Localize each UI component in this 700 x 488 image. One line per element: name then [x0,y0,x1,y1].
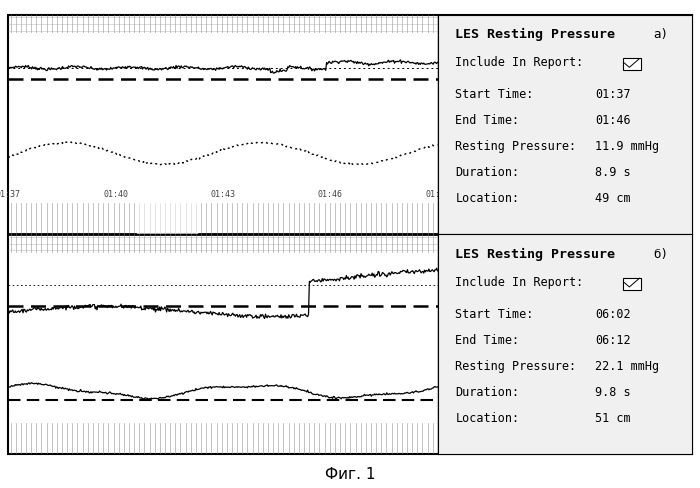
Text: б): б) [654,247,668,261]
Text: 06:02: 06:02 [595,308,631,321]
Text: 8.9 s: 8.9 s [595,166,631,179]
Text: Duration:: Duration: [455,386,519,399]
Bar [137,203,197,234]
Text: 01:46: 01:46 [318,190,343,199]
Text: LES Resting Pressure: LES Resting Pressure [455,247,615,261]
Text: Resting Pressure:: Resting Pressure: [455,360,576,373]
Text: a): a) [654,28,668,41]
Text: Location:: Location: [455,192,519,205]
Text: Start Time:: Start Time: [455,308,533,321]
Text: 01:49: 01:49 [425,190,450,199]
Text: 49 cm: 49 cm [595,192,631,205]
Text: Duration:: Duration: [455,166,519,179]
Text: Location:: Location: [455,411,519,425]
Text: Start Time:: Start Time: [455,88,533,102]
Text: End Time:: End Time: [455,114,519,127]
Text: 9.8 s: 9.8 s [595,386,631,399]
Text: 01:37: 01:37 [0,190,21,199]
Text: Resting Pressure:: Resting Pressure: [455,140,576,153]
Text: 01:46: 01:46 [595,114,631,127]
Text: 22.1 mmHg: 22.1 mmHg [595,360,659,373]
Text: Include In Report:: Include In Report: [455,276,584,289]
Text: 06:12: 06:12 [595,334,631,347]
Text: 01:37: 01:37 [595,88,631,102]
Text: 51 cm: 51 cm [595,411,631,425]
Text: LES Resting Pressure: LES Resting Pressure [455,28,615,41]
Bar [623,58,640,70]
Text: 01:40: 01:40 [103,190,128,199]
Text: 01:43: 01:43 [211,190,235,199]
Text: Фиг. 1: Фиг. 1 [325,467,375,482]
Bar [623,278,640,290]
Text: End Time:: End Time: [455,334,519,347]
Text: Include In Report:: Include In Report: [455,57,584,69]
Text: 11.9 mmHg: 11.9 mmHg [595,140,659,153]
